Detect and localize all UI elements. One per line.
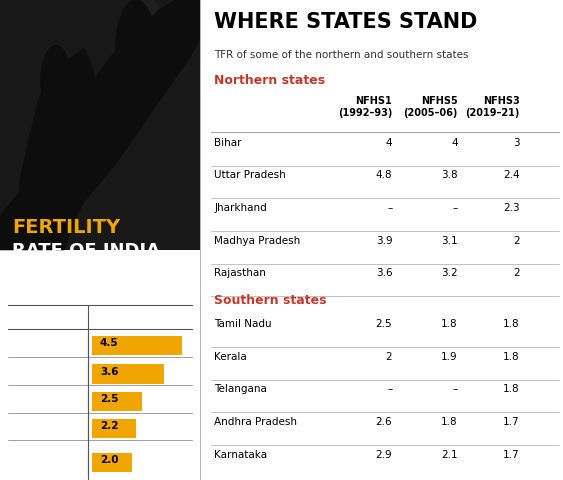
Bar bbox=[92, 336, 182, 355]
Bar bbox=[92, 392, 142, 411]
Text: 1.8: 1.8 bbox=[503, 319, 520, 329]
Text: Rajasthan: Rajasthan bbox=[215, 268, 266, 278]
Text: –: – bbox=[387, 203, 392, 213]
Text: 2001: 2001 bbox=[12, 394, 41, 404]
Text: WHERE STATES STAND: WHERE STATES STAND bbox=[215, 12, 478, 32]
Bar bbox=[92, 364, 164, 384]
Text: Bihar: Bihar bbox=[215, 138, 242, 148]
Text: NFHS3
(2019–21): NFHS3 (2019–21) bbox=[465, 96, 520, 119]
Text: 3.2: 3.2 bbox=[441, 268, 458, 278]
Text: 2: 2 bbox=[513, 268, 520, 278]
Text: 4: 4 bbox=[386, 138, 392, 148]
Text: 1.9: 1.9 bbox=[441, 352, 458, 362]
Text: 2.0: 2.0 bbox=[100, 456, 118, 465]
Text: Southern states: Southern states bbox=[215, 294, 327, 307]
Text: NFHS1
(1992–93): NFHS1 (1992–93) bbox=[338, 96, 392, 119]
Text: Total fertility rate
(for women in
15–49 age group): Total fertility rate (for women in 15–49… bbox=[12, 262, 110, 298]
Text: Andhra Pradesh: Andhra Pradesh bbox=[215, 417, 297, 427]
Text: 3.1: 3.1 bbox=[441, 236, 458, 246]
Text: 2.3: 2.3 bbox=[503, 203, 520, 213]
Text: 1.8: 1.8 bbox=[441, 319, 458, 329]
Text: 3.6: 3.6 bbox=[376, 268, 392, 278]
Text: 1.7: 1.7 bbox=[503, 417, 520, 427]
Text: 2: 2 bbox=[386, 352, 392, 362]
Text: 2.6: 2.6 bbox=[376, 417, 392, 427]
Text: 2.9: 2.9 bbox=[376, 450, 392, 460]
Text: NFHS5
(2019–2021): NFHS5 (2019–2021) bbox=[12, 449, 84, 471]
Text: –: – bbox=[453, 203, 458, 213]
Text: Uttar Pradesh: Uttar Pradesh bbox=[215, 170, 286, 180]
Text: 3: 3 bbox=[513, 138, 520, 148]
Circle shape bbox=[41, 46, 71, 118]
Text: Northern states: Northern states bbox=[215, 74, 325, 87]
Text: National
average: National average bbox=[96, 308, 149, 331]
Text: Census: Census bbox=[12, 308, 57, 318]
Polygon shape bbox=[20, 48, 96, 216]
Text: Karnataka: Karnataka bbox=[215, 450, 267, 460]
Polygon shape bbox=[36, 0, 200, 230]
Text: Telangana: Telangana bbox=[215, 384, 267, 395]
Text: 2: 2 bbox=[513, 236, 520, 246]
Text: –: – bbox=[453, 384, 458, 395]
Circle shape bbox=[120, 0, 168, 110]
Text: 1981: 1981 bbox=[12, 338, 41, 348]
Text: NFHS5
(2005–06): NFHS5 (2005–06) bbox=[403, 96, 458, 119]
Text: 4.8: 4.8 bbox=[376, 170, 392, 180]
Text: RATE OF INDIA: RATE OF INDIA bbox=[12, 242, 160, 260]
Text: Madhya Pradesh: Madhya Pradesh bbox=[215, 236, 301, 246]
Text: 1.7: 1.7 bbox=[503, 450, 520, 460]
Text: Tamil Nadu: Tamil Nadu bbox=[215, 319, 272, 329]
Polygon shape bbox=[0, 0, 200, 250]
Text: 2.4: 2.4 bbox=[503, 170, 520, 180]
Circle shape bbox=[116, 0, 156, 96]
Bar bbox=[92, 419, 136, 438]
Text: 3.6: 3.6 bbox=[100, 367, 118, 376]
Text: 4: 4 bbox=[451, 138, 458, 148]
Text: 1.8: 1.8 bbox=[503, 352, 520, 362]
Text: 1991: 1991 bbox=[12, 367, 41, 376]
Text: 2.2: 2.2 bbox=[100, 421, 118, 431]
Text: 2.5: 2.5 bbox=[100, 394, 118, 404]
Text: –: – bbox=[387, 384, 392, 395]
Text: 2.5: 2.5 bbox=[376, 319, 392, 329]
Text: 3.8: 3.8 bbox=[441, 170, 458, 180]
Text: 2.1: 2.1 bbox=[441, 450, 458, 460]
Text: Kerala: Kerala bbox=[215, 352, 247, 362]
Bar bbox=[0, 0, 200, 250]
Text: FERTILITY: FERTILITY bbox=[12, 218, 120, 238]
Text: Jharkhand: Jharkhand bbox=[215, 203, 267, 213]
Bar bbox=[92, 453, 132, 472]
Text: 1.8: 1.8 bbox=[503, 384, 520, 395]
Text: 2011: 2011 bbox=[12, 421, 41, 431]
Text: TFR of some of the northern and southern states: TFR of some of the northern and southern… bbox=[215, 50, 469, 60]
Text: 4.5: 4.5 bbox=[100, 338, 119, 348]
Text: 1.8: 1.8 bbox=[441, 417, 458, 427]
Text: 3.9: 3.9 bbox=[376, 236, 392, 246]
